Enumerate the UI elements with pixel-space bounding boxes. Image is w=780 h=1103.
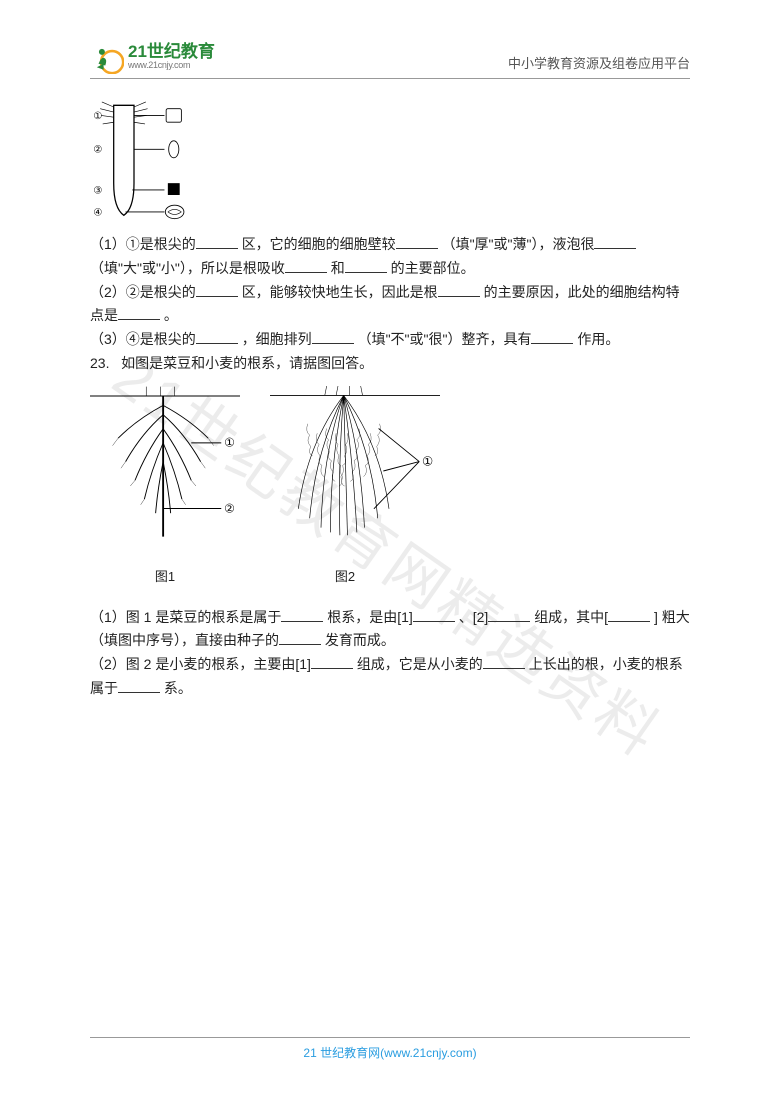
q22-1: （1）①是根尖的 区，它的细胞的细胞壁较 （填"厚"或"薄"），液泡很 （填"大… bbox=[90, 233, 690, 281]
page-header: 21世纪教育 www.21cnjy.com 中小学教育资源及组卷应用平台 bbox=[90, 40, 690, 79]
q22-2-d: 。 bbox=[164, 307, 178, 323]
logo-block: 21世纪教育 www.21cnjy.com bbox=[90, 40, 215, 74]
q23-1-b: 根系，是由[1] bbox=[327, 609, 413, 625]
blank bbox=[594, 235, 636, 249]
blank bbox=[608, 608, 650, 622]
blank bbox=[196, 283, 238, 297]
blank bbox=[312, 330, 354, 344]
q23-2: （2）图 2 是小麦的根系，主要由[1] 组成，它是从小麦的 上长出的根，小麦的… bbox=[90, 653, 690, 701]
q22-2: （2）②是根尖的 区，能够较快地生长，因此是根 的主要原因，此处的细胞结构特点是… bbox=[90, 281, 690, 329]
q23-intro: 23. 如图是菜豆和小麦的根系，请据图回答。 bbox=[90, 352, 690, 376]
logo-text-cn: 21世纪教育 bbox=[128, 43, 215, 60]
blank bbox=[413, 608, 455, 622]
blank bbox=[345, 259, 387, 273]
q22-1-b: 区，它的细胞的细胞壁较 bbox=[242, 236, 396, 252]
q23-1-f: 发育而成。 bbox=[325, 632, 395, 648]
q22-3-b: ，细胞排列 bbox=[242, 331, 312, 347]
root-tip-label-3: ③ bbox=[93, 185, 102, 196]
q22-1-d: （填"大"或"小"），所以是根吸收 bbox=[90, 260, 285, 276]
header-right-text: 中小学教育资源及组卷应用平台 bbox=[508, 53, 690, 74]
q22-3-a: （3）④是根尖的 bbox=[90, 331, 196, 347]
page-footer: 21 世纪教育网(www.21cnjy.com) bbox=[90, 1037, 690, 1061]
blank bbox=[311, 655, 353, 669]
q22-2-a: （2）②是根尖的 bbox=[90, 284, 196, 300]
figure-root-tip: ① ② ③ ④ bbox=[90, 97, 200, 227]
blank bbox=[281, 608, 323, 622]
root-tip-label-1: ① bbox=[93, 111, 102, 122]
blank bbox=[396, 235, 438, 249]
blank bbox=[531, 330, 573, 344]
footer-brand: 21 世纪教育网 bbox=[303, 1046, 380, 1060]
figure-root-systems: ① ② 图1 bbox=[90, 386, 690, 588]
q22-2-b: 区，能够较快地生长，因此是根 bbox=[242, 284, 438, 300]
footer-url: (www.21cnjy.com) bbox=[380, 1046, 476, 1060]
blank bbox=[118, 679, 160, 693]
fig2-caption: 图2 bbox=[270, 566, 420, 588]
logo-icon bbox=[90, 40, 124, 74]
q23-1-a: （1）图 1 是菜豆的根系是属于 bbox=[90, 609, 281, 625]
blank bbox=[438, 283, 480, 297]
q22-3: （3）④是根尖的 ，细胞排列 （填"不"或"很"）整齐，具有 作用。 bbox=[90, 328, 690, 352]
q23-1-d: 组成，其中[ bbox=[534, 609, 608, 625]
q22-3-d: 作用。 bbox=[577, 331, 619, 347]
q23-2-b: 组成，它是从小麦的 bbox=[357, 656, 483, 672]
q22-1-c: （填"厚"或"薄"），液泡很 bbox=[442, 236, 595, 252]
figure-root-1: ① ② 图1 bbox=[90, 386, 240, 588]
q22-1-a: （1）①是根尖的 bbox=[90, 236, 196, 252]
q23-num: 23. bbox=[90, 355, 109, 371]
q23-1-c: 、[2] bbox=[459, 609, 489, 625]
q23-2-a: （2）图 2 是小麦的根系，主要由[1] bbox=[90, 656, 311, 672]
q23-2-d: 系。 bbox=[164, 680, 192, 696]
q22-1-f: 的主要部位。 bbox=[391, 260, 475, 276]
page-container: 21世纪教育 www.21cnjy.com 中小学教育资源及组卷应用平台 bbox=[0, 0, 780, 1103]
blank bbox=[285, 259, 327, 273]
svg-text:②: ② bbox=[224, 501, 235, 515]
blank bbox=[483, 655, 525, 669]
logo-text-url: www.21cnjy.com bbox=[128, 60, 215, 71]
q22-1-e: 和 bbox=[331, 260, 345, 276]
svg-text:①: ① bbox=[422, 454, 433, 468]
blank bbox=[488, 608, 530, 622]
q23-1: （1）图 1 是菜豆的根系是属于 根系，是由[1] 、[2] 组成，其中[ ] … bbox=[90, 606, 690, 654]
root-tip-label-4: ④ bbox=[93, 207, 102, 218]
blank bbox=[196, 235, 238, 249]
blank bbox=[279, 631, 321, 645]
content-body: ① ② ③ ④ （1）①是根尖的 区，它的细胞的细胞壁较 （填"厚"或"薄"），… bbox=[90, 97, 690, 701]
figure-root-2: ① 图2 bbox=[270, 386, 420, 588]
svg-text:①: ① bbox=[224, 435, 235, 449]
fig1-caption: 图1 bbox=[90, 566, 240, 588]
blank bbox=[118, 306, 160, 320]
logo-text-wrap: 21世纪教育 www.21cnjy.com bbox=[128, 43, 215, 71]
q22-3-c: （填"不"或"很"）整齐，具有 bbox=[358, 331, 532, 347]
blank bbox=[196, 330, 238, 344]
q23-intro-text: 如图是菜豆和小麦的根系，请据图回答。 bbox=[121, 355, 373, 371]
root-tip-label-2: ② bbox=[93, 145, 102, 156]
